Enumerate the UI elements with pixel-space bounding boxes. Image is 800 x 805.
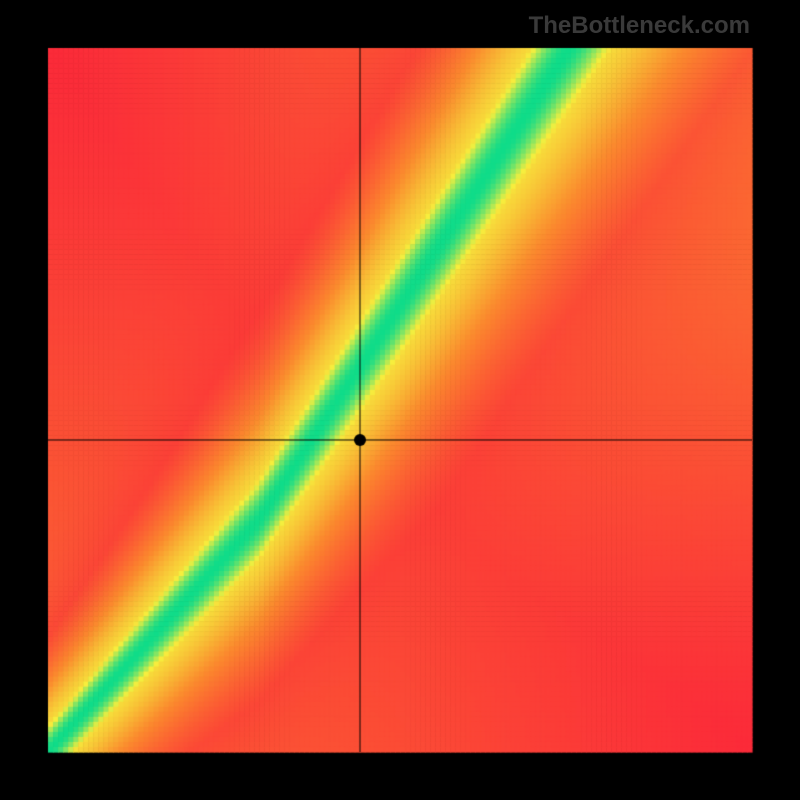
chart-container: [0, 0, 800, 805]
heatmap-canvas: [0, 0, 800, 800]
watermark-text: TheBottleneck.com: [529, 12, 750, 40]
